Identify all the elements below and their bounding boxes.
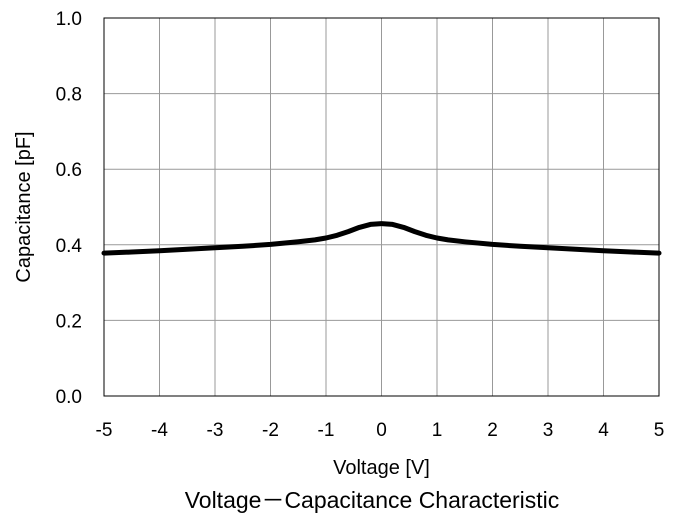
x-tick-label: 4	[598, 420, 609, 441]
plot-frame	[103, 17, 660, 397]
x-axis-label: Voltage [V]	[333, 457, 430, 479]
y-tick-label: 0.2	[56, 311, 82, 332]
x-tick-label: -1	[318, 420, 335, 441]
series-line-0	[101, 221, 662, 256]
y-tick-label: 0.0	[56, 387, 82, 408]
y-tick-labels: 0.0 0.2 0.4 0.6 0.8 1.0	[56, 9, 83, 408]
y-axis-label: Capacitance [pF]	[13, 131, 35, 282]
y-tick-label: 0.8	[56, 85, 82, 106]
series-layer	[101, 221, 662, 256]
x-tick-label: -3	[207, 420, 224, 441]
x-tick-labels: -5 -4 -3 -2 -1 0 1 2 3 4 5	[96, 420, 665, 441]
x-tick-label: 3	[543, 420, 554, 441]
x-tick-label: 5	[654, 420, 665, 441]
chart-caption: Voltage－Capacitance Characteristic	[185, 487, 560, 513]
x-tick-label: -2	[262, 420, 279, 441]
grid	[104, 18, 659, 396]
y-tick-label: 1.0	[56, 9, 82, 30]
y-tick-label: 0.6	[56, 160, 82, 181]
x-tick-label: 1	[432, 420, 443, 441]
x-tick-label: -5	[96, 420, 113, 441]
x-tick-label: 0	[376, 420, 387, 441]
y-tick-label: 0.4	[56, 236, 83, 257]
x-tick-label: 2	[487, 420, 498, 441]
x-tick-label: -4	[151, 420, 168, 441]
